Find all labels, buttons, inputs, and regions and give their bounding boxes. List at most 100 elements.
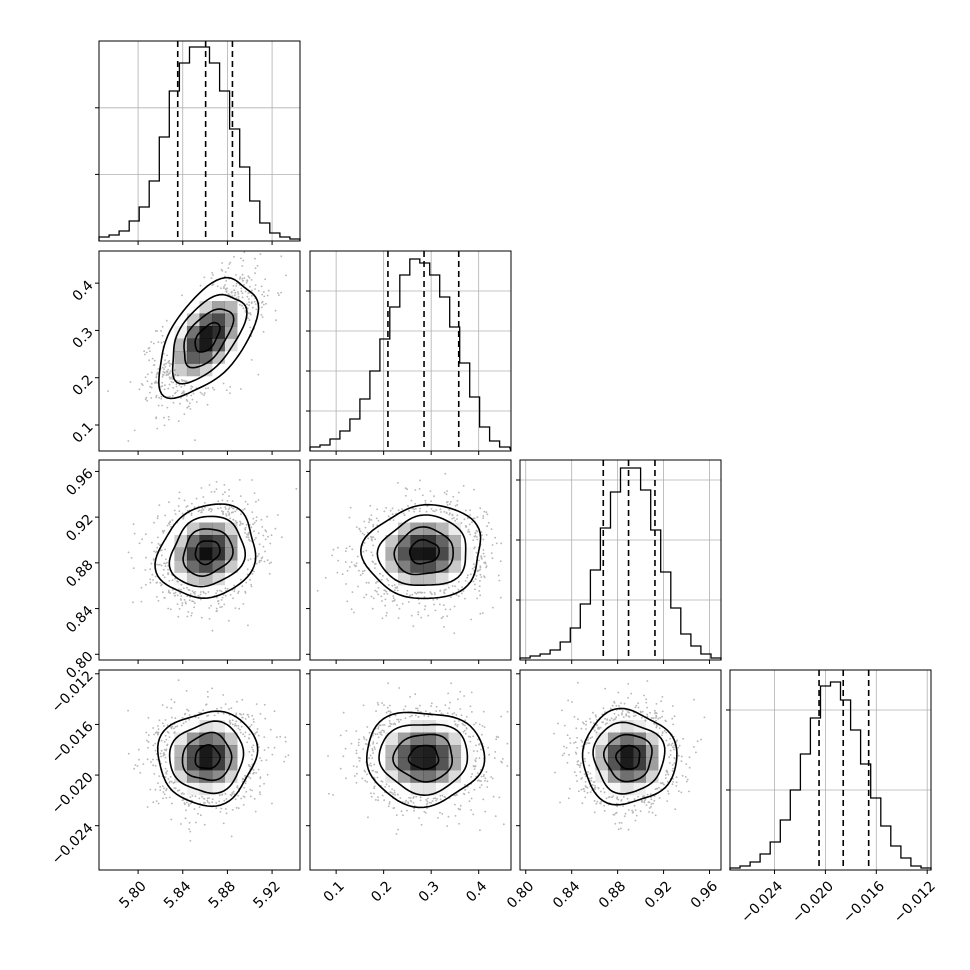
density-cell xyxy=(620,745,634,758)
contour-level-3 xyxy=(581,707,678,806)
density-cell xyxy=(448,732,462,746)
contour-level-3 xyxy=(156,710,259,808)
contour-level-1 xyxy=(182,528,234,578)
panel-frame-3-2 xyxy=(519,669,722,871)
density-cell xyxy=(385,745,399,758)
density-cell xyxy=(620,770,634,783)
contour-level-0 xyxy=(194,540,221,566)
density-cell xyxy=(461,548,474,561)
x-tick-label-1-1: 0.2 xyxy=(368,878,395,905)
density-panel-3-2 xyxy=(519,669,722,871)
density-cell xyxy=(435,547,449,561)
x-tick-label-3-1: −0.020 xyxy=(789,878,837,926)
x-tick-label-0-1: 5.84 xyxy=(161,878,194,911)
density-cell xyxy=(186,363,200,377)
histogram-panel-0 xyxy=(95,40,301,242)
density-cell xyxy=(224,547,238,561)
density-cell xyxy=(448,770,462,783)
density-cell xyxy=(385,560,399,573)
contour-level-3 xyxy=(359,503,482,600)
density-cell xyxy=(397,547,411,561)
density-cell xyxy=(607,745,621,758)
x-tick-label-1-2: 0.3 xyxy=(416,878,443,905)
x-tick-label-2-0: 0.80 xyxy=(504,878,537,911)
density-cell xyxy=(186,338,200,352)
density-panel-2-1 xyxy=(309,459,512,661)
density-cell xyxy=(224,732,238,746)
panel-frame-3 xyxy=(729,669,932,871)
contour-level-3 xyxy=(154,503,257,600)
density-cell xyxy=(212,732,225,746)
x-tick-label-1-3: 0.4 xyxy=(463,878,490,905)
y-tick-label-2-2: 0.88 xyxy=(63,557,96,590)
panel-frame-2 xyxy=(519,459,722,661)
density-cell xyxy=(174,745,188,758)
density-cell xyxy=(385,535,399,548)
y-tick-label-2-3: 0.92 xyxy=(63,511,96,544)
density-cell xyxy=(385,732,399,746)
x-tick-label-3-2: −0.016 xyxy=(840,878,888,926)
contour-level-2 xyxy=(378,723,469,797)
x-tick-label-0-0: 5.80 xyxy=(116,878,149,911)
density-cell xyxy=(385,547,399,561)
density-cell xyxy=(174,757,188,771)
x-tick-label-2-3: 0.92 xyxy=(642,878,675,911)
density-cell xyxy=(237,548,250,561)
panel-frame-3-1 xyxy=(309,669,512,871)
density-cell xyxy=(224,313,238,327)
histogram-step-0 xyxy=(98,46,301,241)
density-cell xyxy=(410,770,424,783)
density-cell xyxy=(423,745,436,758)
density-cell xyxy=(186,547,200,561)
density-cell xyxy=(212,535,225,548)
histogram-panel-3 xyxy=(726,669,932,871)
density-cell xyxy=(224,560,238,573)
density-cell xyxy=(199,351,213,364)
density-cell xyxy=(199,745,213,758)
density-cell xyxy=(410,720,424,733)
density-cell xyxy=(410,547,424,561)
density-cell xyxy=(212,720,225,733)
density-panel-2-0 xyxy=(98,459,301,661)
density-cell xyxy=(423,572,436,586)
panel-frame-1 xyxy=(309,250,512,452)
density-cell xyxy=(174,535,188,548)
histogram-step-2 xyxy=(519,467,722,660)
density-cell xyxy=(448,547,462,561)
density-cell xyxy=(448,560,462,573)
x-tick-label-2-1: 0.84 xyxy=(550,878,583,911)
density-cell xyxy=(397,757,411,771)
panel-frame-1-0 xyxy=(98,250,301,452)
density-cell xyxy=(410,782,424,796)
density-cell xyxy=(410,522,424,536)
density-cell xyxy=(212,547,225,561)
panel-frame-2-1 xyxy=(309,459,512,661)
density-cell xyxy=(448,522,462,536)
contour-level-3 xyxy=(157,276,260,400)
contour-level-0 xyxy=(194,744,221,770)
contour-level-1 xyxy=(393,526,455,576)
density-cell xyxy=(620,732,634,746)
y-tick-label-1-2: 0.3 xyxy=(70,325,97,352)
x-tick-label-0-3: 5.92 xyxy=(250,878,283,911)
panel-frame-2-0 xyxy=(98,459,301,661)
density-cell xyxy=(212,301,225,314)
histogram-panel-2 xyxy=(516,459,722,661)
contour-level-2 xyxy=(592,721,666,795)
y-tick-label-1-0: 0.1 xyxy=(70,419,97,446)
y-tick-label-1-1: 0.2 xyxy=(70,372,97,399)
histogram-step-3 xyxy=(729,681,932,870)
scatter-samples xyxy=(127,479,298,632)
scatter-samples xyxy=(327,682,509,835)
x-tick-label-3-3: −0.012 xyxy=(891,878,939,926)
contour-level-2 xyxy=(168,515,246,588)
contour-level-1 xyxy=(183,308,235,369)
scatter-samples xyxy=(107,251,287,442)
density-cell xyxy=(174,732,188,746)
density-cell xyxy=(199,757,213,771)
contour-level-2 xyxy=(376,514,467,586)
density-cell xyxy=(435,535,449,548)
density-cell xyxy=(174,363,188,377)
contour-level-3 xyxy=(366,711,486,809)
contour-level-0 xyxy=(615,744,641,770)
